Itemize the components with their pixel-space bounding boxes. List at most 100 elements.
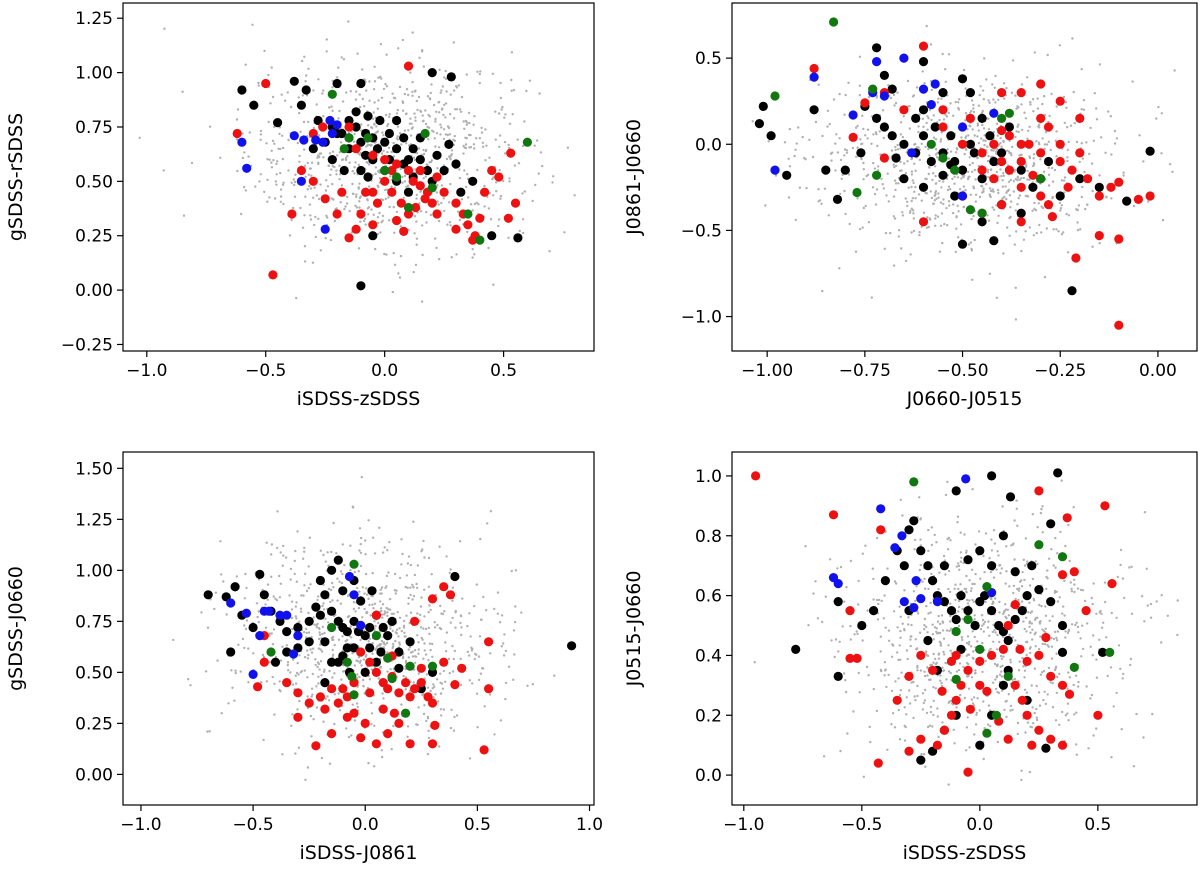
background-point xyxy=(901,622,904,625)
background-point xyxy=(1002,655,1005,658)
point-black xyxy=(957,74,968,84)
point-black xyxy=(203,590,213,600)
background-point xyxy=(1029,100,1032,104)
background-point xyxy=(381,603,385,606)
background-point xyxy=(415,582,418,586)
background-point xyxy=(432,130,435,133)
background-point xyxy=(969,241,973,244)
background-point xyxy=(336,577,339,580)
background-point xyxy=(908,689,911,692)
background-point xyxy=(298,654,301,657)
background-point xyxy=(957,605,961,609)
background-point xyxy=(1015,499,1018,502)
background-point xyxy=(481,667,485,670)
background-point xyxy=(1115,616,1118,619)
background-point xyxy=(838,640,841,643)
point-green xyxy=(1036,174,1046,184)
background-point xyxy=(485,144,488,147)
background-point xyxy=(219,540,222,543)
point-red xyxy=(1055,156,1065,167)
point-green xyxy=(383,653,393,663)
background-point xyxy=(869,740,872,744)
background-point xyxy=(457,84,461,87)
background-point xyxy=(295,617,298,620)
point-red xyxy=(371,739,381,749)
background-point xyxy=(361,586,365,589)
point-red xyxy=(1036,79,1046,89)
background-point xyxy=(503,140,507,144)
background-point xyxy=(469,635,472,638)
background-point xyxy=(897,182,900,185)
background-point xyxy=(270,66,273,69)
background-point xyxy=(821,620,824,624)
x-tick-label: −0.25 xyxy=(1034,361,1086,381)
background-point xyxy=(1031,98,1035,101)
background-point xyxy=(976,156,979,160)
background-point xyxy=(857,603,860,606)
background-point xyxy=(353,132,356,136)
background-point xyxy=(396,135,399,138)
background-point xyxy=(831,151,834,154)
y-tick-label: 0.6 xyxy=(695,587,722,607)
background-point xyxy=(275,173,278,176)
background-point xyxy=(413,649,417,652)
point-black xyxy=(259,590,269,600)
background-point xyxy=(1033,51,1037,54)
background-point xyxy=(976,640,979,643)
background-point xyxy=(991,206,994,209)
background-point xyxy=(1031,513,1035,516)
point-black xyxy=(311,602,321,612)
background-point xyxy=(204,670,208,673)
point-red xyxy=(904,746,914,756)
point-black xyxy=(832,194,843,204)
background-point xyxy=(1091,654,1095,657)
background-point xyxy=(837,650,840,653)
background-point xyxy=(875,94,879,98)
background-point xyxy=(855,630,858,633)
background-point xyxy=(256,615,259,619)
background-point xyxy=(373,552,377,555)
background-point xyxy=(294,682,298,685)
point-green xyxy=(371,631,381,641)
background-point xyxy=(439,692,443,695)
point-red xyxy=(1041,632,1051,643)
background-point xyxy=(936,707,939,710)
point-red xyxy=(383,729,393,739)
background-point xyxy=(988,193,991,196)
background-point xyxy=(1036,562,1039,566)
background-point xyxy=(940,186,943,189)
background-point xyxy=(321,625,325,629)
background-point xyxy=(398,641,401,644)
background-point xyxy=(444,641,447,644)
background-point xyxy=(968,163,972,167)
background-point xyxy=(266,178,269,181)
background-point xyxy=(293,180,297,184)
background-point xyxy=(966,635,970,638)
background-point xyxy=(945,115,949,118)
background-point xyxy=(278,574,281,578)
background-point xyxy=(982,554,985,558)
background-point xyxy=(259,129,263,133)
background-point xyxy=(1006,608,1010,611)
point-green xyxy=(427,661,438,671)
point-red xyxy=(463,220,473,230)
background-point xyxy=(992,529,996,532)
point-red xyxy=(1043,122,1054,132)
background-point xyxy=(354,161,357,164)
background-point xyxy=(994,631,997,634)
background-point xyxy=(389,101,392,104)
background-point xyxy=(424,109,427,112)
background-point xyxy=(422,712,426,716)
background-point xyxy=(1032,157,1035,160)
background-point xyxy=(331,109,334,113)
background-point xyxy=(964,188,967,192)
background-point xyxy=(908,211,912,214)
background-point xyxy=(953,742,956,745)
background-point xyxy=(973,672,977,675)
background-point xyxy=(922,753,926,756)
point-black xyxy=(405,637,415,647)
point-red xyxy=(293,688,303,698)
background-point xyxy=(941,721,944,724)
background-point xyxy=(876,144,879,148)
y-axis-label: J0515-J0660 xyxy=(623,571,645,688)
